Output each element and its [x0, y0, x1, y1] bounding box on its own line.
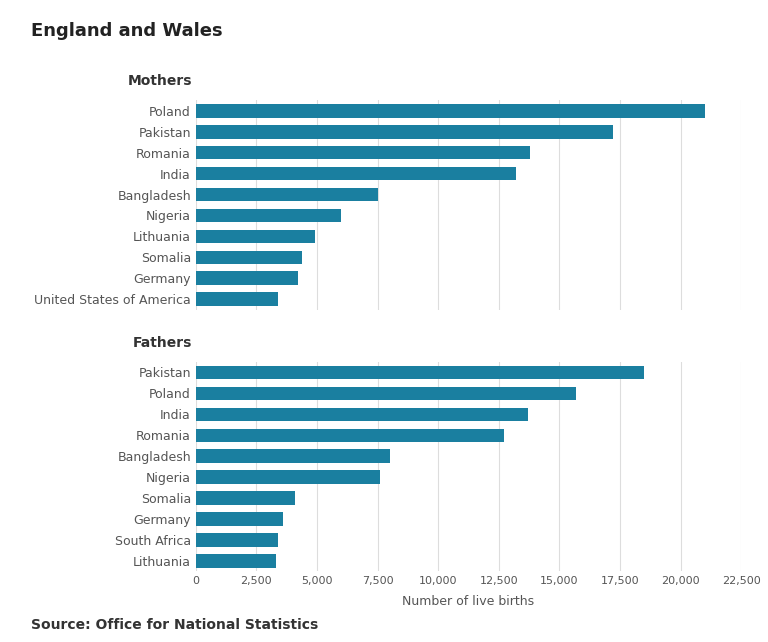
Bar [196, 125, 613, 139]
Text: England and Wales: England and Wales [31, 22, 223, 40]
Bar [196, 104, 705, 117]
Bar [196, 533, 278, 547]
Bar [196, 554, 276, 568]
Bar [196, 272, 298, 285]
X-axis label: Number of live births: Number of live births [402, 594, 535, 607]
Bar [196, 386, 576, 400]
Bar [196, 512, 283, 526]
Text: Mothers: Mothers [127, 74, 192, 88]
Bar [196, 428, 504, 442]
Text: Fathers: Fathers [133, 336, 192, 350]
Bar [196, 491, 295, 505]
Bar [196, 209, 341, 222]
Bar [196, 250, 303, 264]
Text: Source: Office for National Statistics: Source: Office for National Statistics [31, 618, 318, 632]
Bar [196, 449, 389, 463]
Bar [196, 292, 278, 306]
Bar [196, 366, 644, 379]
Bar [196, 167, 516, 180]
Bar [196, 187, 378, 202]
Bar [196, 408, 528, 421]
Bar [196, 146, 530, 159]
Bar [196, 230, 315, 243]
Bar [196, 471, 380, 484]
